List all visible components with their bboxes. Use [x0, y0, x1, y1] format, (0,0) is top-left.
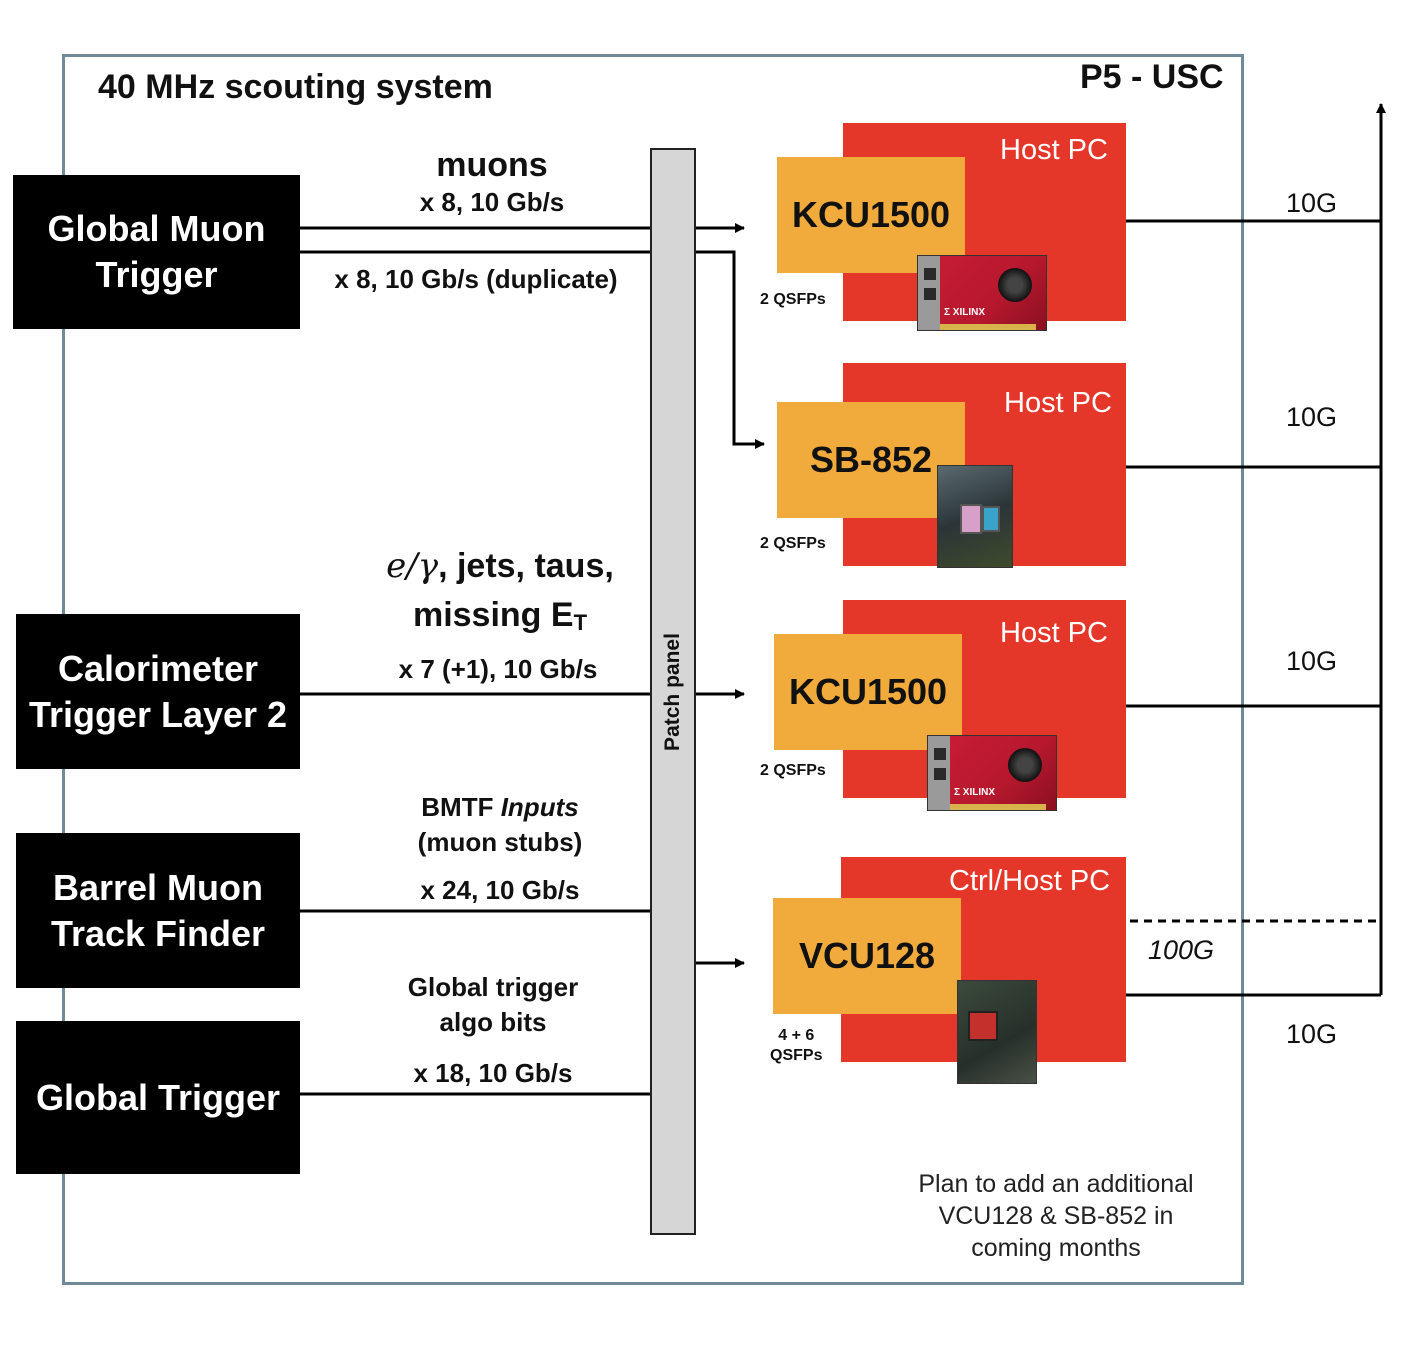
bmtf-title-italic: Inputs [500, 792, 579, 822]
global-trigger-box: Global Trigger [16, 1021, 300, 1174]
barrel-muon-track-finder-box: Barrel Muon Track Finder [16, 833, 300, 988]
global-muon-trigger-box: Global Muon Trigger [13, 175, 300, 329]
calo-rate: x 7 (+1), 10 Gb/s [398, 654, 598, 684]
calorimeter-trigger-box: Calorimeter Trigger Layer 2 [16, 614, 300, 769]
uplink-3-label: 10G [1286, 646, 1338, 676]
qsfp-count-4: 4 + 6 QSFPs [770, 1026, 822, 1066]
fast-link-label: 100G [1148, 935, 1215, 965]
calo-title2-main: missing E [412, 596, 574, 634]
calo-title-rest: , jets, taus, [438, 547, 614, 585]
kcu1500-board-2: KCU1500 [774, 634, 962, 750]
bmtf-line2: Track Finder [50, 912, 266, 954]
uplink-4-label: 10G [1286, 1019, 1338, 1049]
note-line3: coming months [971, 1234, 1141, 1262]
uplink-2-label: 10G [1286, 402, 1338, 432]
location-title: P5 - USC [1080, 58, 1224, 96]
gt-line1: Global Trigger [35, 1076, 281, 1118]
gmt-line1: Global Muon [47, 208, 266, 249]
kcu1500-photo-1: Σ XILINX [917, 255, 1047, 331]
host-pc-2-label: Host PC [1004, 387, 1112, 419]
kcu1500-photo-2: Σ XILINX [927, 735, 1057, 811]
qsfp-count-3: 2 QSFPs [760, 762, 826, 779]
host-pc-1-label: Host PC [1000, 134, 1108, 166]
sb852-board: SB-852 [777, 402, 965, 518]
calo-title: e/γ, jets, taus, [336, 546, 664, 586]
calo-line1: Calorimeter [57, 647, 259, 689]
muons-duplicate-rate: x 8, 10 Gb/s (duplicate) [334, 264, 618, 294]
kcu1500-1-label: KCU1500 [791, 194, 951, 235]
xilinx-brand-1: Σ XILINX [944, 307, 986, 318]
kcu1500-2-label: KCU1500 [788, 671, 948, 712]
ctrl-host-pc-label: Ctrl/Host PC [949, 865, 1111, 897]
bmtf-rate: x 24, 10 Gb/s [420, 875, 580, 905]
kcu1500-board-1: KCU1500 [777, 157, 965, 273]
qsfp-count-4-line2: QSFPs [770, 1047, 823, 1064]
plan-note: Plan to add an additional VCU128 & SB-85… [880, 1168, 1232, 1264]
sb852-photo [937, 465, 1013, 568]
patch-panel-label: Patch panel [661, 633, 684, 751]
xilinx-brand-2: Σ XILINX [954, 787, 996, 798]
arrow-to-sb852 [696, 250, 765, 449]
uplink-1-label: 10G [1286, 188, 1338, 218]
calo-title2-sub: T [573, 610, 588, 635]
bmtf-title-line2: (muon stubs) [417, 827, 583, 857]
qsfp-count-4-line1: 4 + 6 [778, 1027, 815, 1044]
host-pc-3-label: Host PC [1000, 617, 1108, 649]
vcu128-board: VCU128 [773, 898, 961, 1014]
bmtf-line1: Barrel Muon [52, 866, 264, 908]
gt-title-line2: algo bits [439, 1007, 547, 1037]
calo-title-math: e/γ [386, 546, 439, 586]
gt-title-line1: Global trigger [407, 972, 579, 1002]
sb852-label: SB-852 [809, 439, 933, 480]
qsfp-count-1: 2 QSFPs [760, 291, 826, 308]
gmt-line2: Trigger [95, 254, 218, 295]
muons-title: muons [436, 146, 548, 184]
muons-rate: x 8, 10 Gb/s [419, 187, 565, 217]
note-line1: Plan to add an additional [918, 1170, 1194, 1198]
vcu128-photo [957, 980, 1037, 1084]
calo-line2: Trigger Layer 2 [28, 693, 288, 735]
bmtf-title: BMTF Inputs [390, 792, 610, 823]
calo-title-line2: missing ET [380, 596, 620, 636]
patch-panel [650, 148, 696, 1235]
bmtf-title-prefix: BMTF [421, 792, 501, 822]
vcu128-label: VCU128 [798, 935, 936, 976]
qsfp-count-2: 2 QSFPs [760, 535, 826, 552]
system-title: 40 MHz scouting system [98, 68, 493, 106]
note-line2: VCU128 & SB-852 in [938, 1202, 1174, 1230]
gt-rate: x 18, 10 Gb/s [413, 1058, 573, 1088]
